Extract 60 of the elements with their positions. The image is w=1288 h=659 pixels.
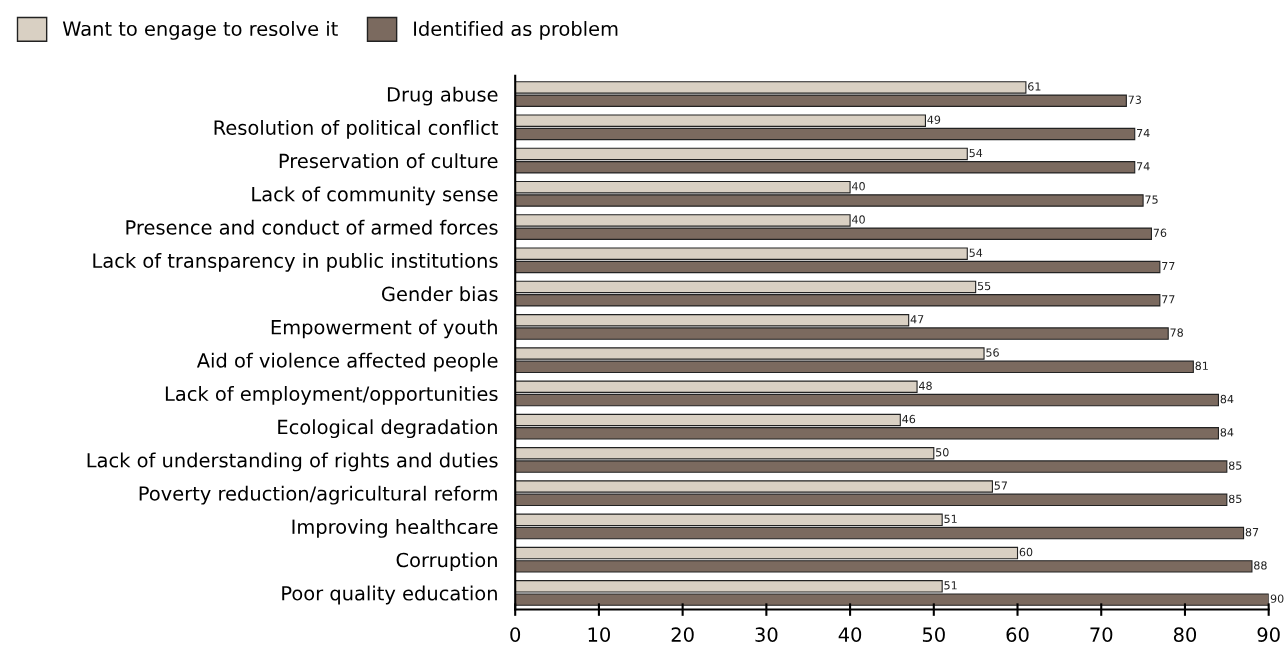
data-label: 40 <box>852 215 865 224</box>
y-tick-label: Corruption <box>396 552 497 572</box>
data-label: 85 <box>1228 494 1242 504</box>
data-label: 73 <box>1128 95 1141 104</box>
y-tick-label: Poverty reduction/agricultural reform <box>139 485 497 505</box>
data-label: 77 <box>1162 295 1175 304</box>
y-tick-label: Drug abuse <box>387 86 498 106</box>
data-label: 56 <box>986 348 999 357</box>
data-label: 49 <box>927 115 941 124</box>
data-label: 77 <box>1162 261 1175 271</box>
data-label: 90 <box>1270 594 1284 603</box>
y-tick-label: Improving healthcare <box>292 519 498 538</box>
data-label: 78 <box>1170 328 1183 337</box>
x-tick-label: 0 <box>510 627 521 642</box>
y-tick-label: Gender bias <box>382 286 498 302</box>
data-label: 54 <box>969 148 983 158</box>
data-label: 40 <box>852 182 865 191</box>
legend-label: Identified as problem <box>414 21 618 40</box>
legend-label: Want to engage to resolve it <box>62 21 338 40</box>
data-label: 60 <box>1019 547 1033 557</box>
y-tick-label: Lack of community sense <box>252 186 498 206</box>
data-label: 88 <box>1254 561 1267 570</box>
x-tick-label: 60 <box>1006 627 1029 642</box>
data-label: 81 <box>1195 361 1208 371</box>
y-tick-label: Preservation of culture <box>279 153 498 169</box>
data-label: 46 <box>902 414 916 424</box>
y-tick-label: Lack of understanding of rights and duties <box>87 452 498 472</box>
data-label: 84 <box>1220 428 1234 437</box>
x-tick-label: 30 <box>755 627 778 642</box>
x-tick-label: 40 <box>838 627 862 642</box>
data-label: 47 <box>910 315 924 324</box>
y-tick-label: Lack of employment/opportunities <box>165 386 498 405</box>
data-label: 57 <box>994 481 1007 490</box>
x-tick-label: 90 <box>1257 627 1280 642</box>
x-tick-label: 70 <box>1090 627 1113 642</box>
y-tick-label: Presence and conduct of armed forces <box>126 219 498 235</box>
data-label: 74 <box>1137 128 1150 138</box>
y-tick-label: Aid of violence affected people <box>196 352 498 372</box>
data-label: 84 <box>1220 394 1234 404</box>
y-tick-label: Lack of transparency in public institutions <box>93 252 498 272</box>
x-tick-label: 80 <box>1173 627 1197 642</box>
y-tick-label: Empowerment of youth <box>271 319 497 339</box>
y-tick-label: Resolution of political conflict <box>214 119 499 139</box>
data-label: 55 <box>977 281 991 291</box>
data-label: 54 <box>969 248 983 257</box>
data-label: 50 <box>936 448 949 457</box>
data-label: 76 <box>1153 228 1167 237</box>
data-label: 85 <box>1228 461 1242 470</box>
data-label: 87 <box>1245 527 1259 537</box>
x-tick-label: 50 <box>922 627 945 642</box>
y-tick-label: Ecological degradation <box>278 419 497 439</box>
data-label: 74 <box>1137 162 1150 171</box>
data-label: 51 <box>944 581 957 590</box>
x-tick-label: 20 <box>671 627 694 642</box>
data-label: 75 <box>1145 195 1158 204</box>
data-label: 48 <box>918 381 932 390</box>
data-label: 61 <box>1028 82 1041 91</box>
x-tick-label: 10 <box>588 627 610 642</box>
y-tick-label: Poor quality education <box>282 585 497 605</box>
data-label: 51 <box>944 514 957 523</box>
